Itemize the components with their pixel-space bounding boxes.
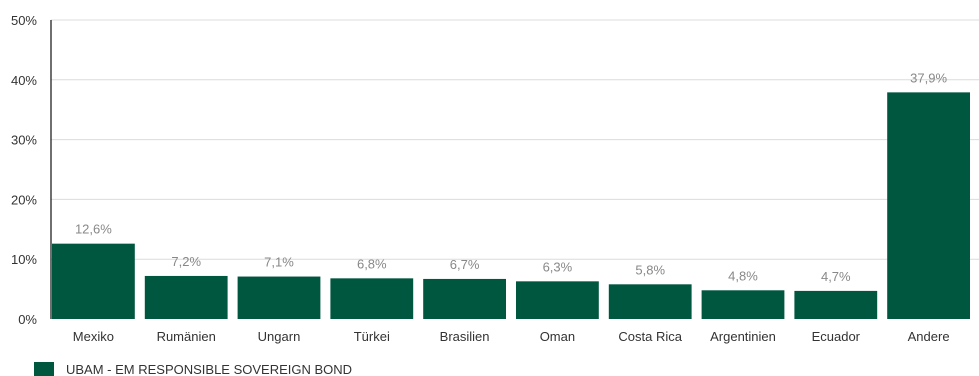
bar-1 xyxy=(144,275,228,319)
bar-3 xyxy=(330,278,414,319)
bar-9 xyxy=(887,92,970,319)
x-label-4: Brasilien xyxy=(440,329,490,344)
y-tick-label-0: 0% xyxy=(18,312,37,327)
x-label-9: Andere xyxy=(908,329,950,344)
y-tick-label-2: 20% xyxy=(11,192,37,207)
legend-label: UBAM - EM RESPONSIBLE SOVEREIGN BOND xyxy=(66,362,352,376)
x-label-8: Ecuador xyxy=(812,329,861,344)
x-label-7: Argentinien xyxy=(710,329,776,344)
x-label-5: Oman xyxy=(540,329,575,344)
bar-2 xyxy=(237,276,321,319)
bar-0 xyxy=(52,243,135,319)
data-label-5: 6,3% xyxy=(543,259,573,274)
data-labels: 12,6% 7,2% 7,1% 6,8% 6,7% 6,3% 5,8% 4,8% 4,7% 37,… xyxy=(75,70,948,284)
data-label-9: 37,9% xyxy=(910,70,947,85)
x-axis-labels: Mexiko Rumänien Ungarn Türkei Brasilien Oman C… xyxy=(73,329,950,344)
bar-7 xyxy=(701,290,785,319)
y-tick-label-1: 10% xyxy=(11,252,37,267)
data-label-8: 4,7% xyxy=(821,269,851,284)
y-tick-label-3: 30% xyxy=(11,133,37,148)
bar-8 xyxy=(794,290,878,319)
x-label-1: Rumänien xyxy=(157,329,216,344)
grid-lines xyxy=(51,19,979,260)
y-axis-ticks: 0% 10% 20% 30% 40% 50% xyxy=(11,13,37,327)
x-label-0: Mexiko xyxy=(73,329,114,344)
data-label-6: 5,8% xyxy=(635,262,665,277)
y-tick-label-5: 50% xyxy=(11,13,37,28)
y-tick-label-4: 40% xyxy=(11,73,37,88)
x-label-2: Ungarn xyxy=(258,329,301,344)
x-label-3: Türkei xyxy=(354,329,390,344)
data-label-3: 6,8% xyxy=(357,256,387,271)
bars xyxy=(52,92,970,319)
x-label-6: Costa Rica xyxy=(618,329,682,344)
data-label-1: 7,2% xyxy=(171,254,201,269)
data-label-2: 7,1% xyxy=(264,255,294,270)
bar-5 xyxy=(516,281,599,319)
bar-4 xyxy=(423,278,506,319)
data-label-0: 12,6% xyxy=(75,222,112,237)
legend: UBAM - EM RESPONSIBLE SOVEREIGN BOND xyxy=(34,362,352,376)
data-label-4: 6,7% xyxy=(450,257,480,272)
bar-6 xyxy=(608,284,692,319)
data-label-7: 4,8% xyxy=(728,268,758,283)
legend-swatch xyxy=(34,362,54,376)
